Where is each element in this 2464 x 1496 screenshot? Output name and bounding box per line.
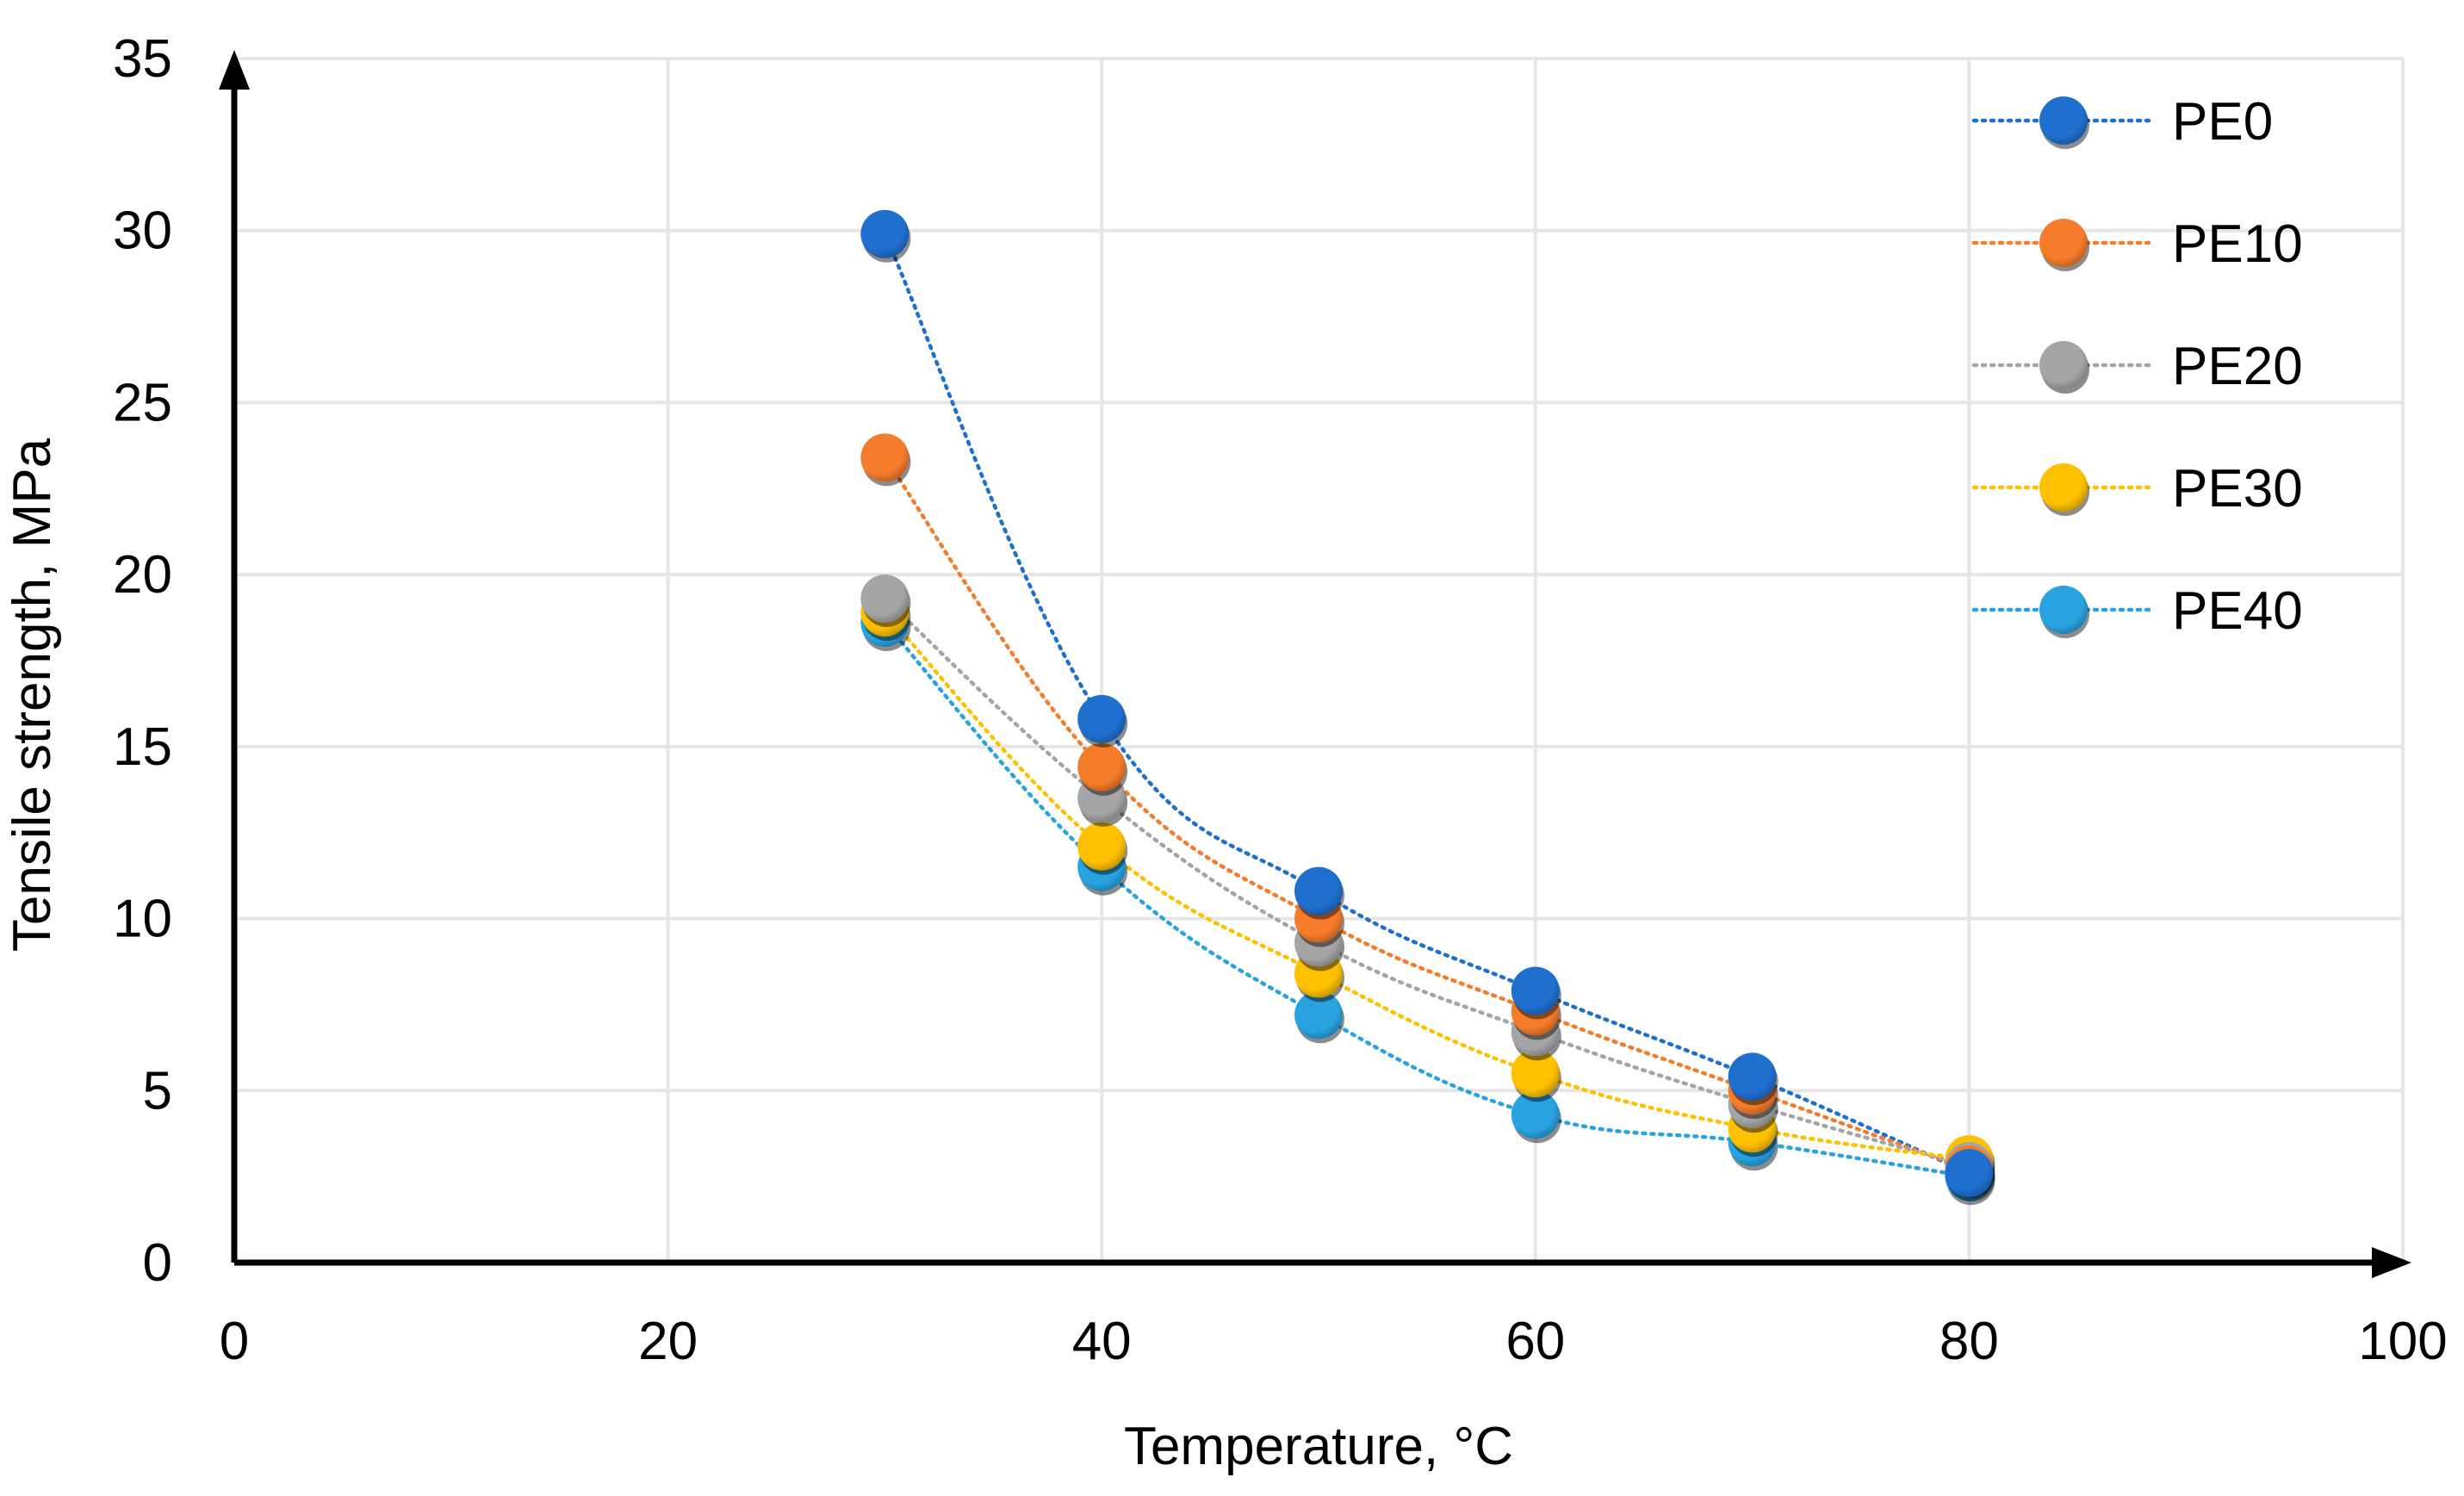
legend-label: PE30: [2172, 459, 2303, 518]
series-line-pe20: [883, 596, 1971, 1169]
data-point-pe0: [1728, 1052, 1777, 1102]
x-tick-label: 20: [638, 1312, 698, 1371]
series-points: [860, 209, 1995, 1206]
data-point-pe0: [1077, 694, 1126, 743]
y-tick-label: 25: [113, 373, 172, 432]
series-line-pe30: [883, 610, 1971, 1162]
y-axis-arrow: [219, 50, 250, 90]
legend-label: PE20: [2172, 337, 2303, 396]
y-axis-title: Tensile strength, MPa: [3, 438, 62, 952]
legend: PE0 PE10 PE20 PE30 PE40: [1971, 92, 2303, 641]
legend-item-pe10: PE10: [1971, 214, 2303, 274]
legend-item-pe20: PE20: [1971, 337, 2303, 396]
legend-marker: [2039, 219, 2088, 267]
data-point-pe10: [1077, 742, 1126, 791]
data-point-pe10: [860, 433, 909, 482]
y-tick-label: 35: [113, 29, 172, 89]
legend-marker: [2039, 586, 2088, 634]
y-tick-label: 20: [113, 545, 172, 605]
data-point-pe40: [1511, 1090, 1560, 1139]
legend-item-pe40: PE40: [1971, 581, 2303, 641]
x-axis-arrow: [2372, 1247, 2411, 1278]
y-tick-label: 30: [113, 202, 172, 261]
y-tick-label: 15: [113, 717, 172, 777]
x-tick-label: 80: [1940, 1312, 1999, 1371]
data-point-pe40: [1294, 990, 1343, 1040]
x-tick-label: 0: [220, 1312, 249, 1371]
x-tick-label: 100: [2358, 1312, 2447, 1371]
data-point-pe0: [1294, 866, 1343, 916]
tick-labels: 0 5 10 15 20 25 30 35 0 20 40 60 80 100: [113, 29, 2448, 1371]
data-point-pe0: [860, 209, 909, 258]
grid: [234, 57, 2405, 1263]
legend-label: PE10: [2172, 214, 2303, 274]
series-lines: [883, 232, 1971, 1179]
data-point-pe0: [1945, 1149, 1994, 1198]
x-tick-label: 40: [1072, 1312, 1132, 1371]
data-point-pe30: [1511, 1049, 1560, 1098]
data-point-pe30: [1077, 822, 1126, 871]
legend-marker: [2039, 463, 2088, 512]
data-point-pe0: [1511, 966, 1560, 1015]
legend-marker: [2039, 341, 2088, 389]
axes: [219, 50, 2411, 1278]
x-axis-title: Temperature, °C: [1124, 1417, 1513, 1476]
legend-item-pe0: PE0: [1971, 92, 2273, 152]
y-tick-label: 5: [143, 1061, 172, 1120]
legend-item-pe30: PE30: [1971, 459, 2303, 518]
x-tick-label: 60: [1505, 1312, 1565, 1371]
y-tick-label: 10: [113, 890, 172, 949]
legend-marker: [2039, 96, 2088, 145]
y-tick-label: 0: [143, 1233, 172, 1293]
series-line-pe40: [883, 620, 1971, 1179]
data-point-pe20: [860, 574, 909, 624]
legend-label: PE40: [2172, 581, 2303, 641]
legend-label: PE0: [2172, 92, 2273, 152]
